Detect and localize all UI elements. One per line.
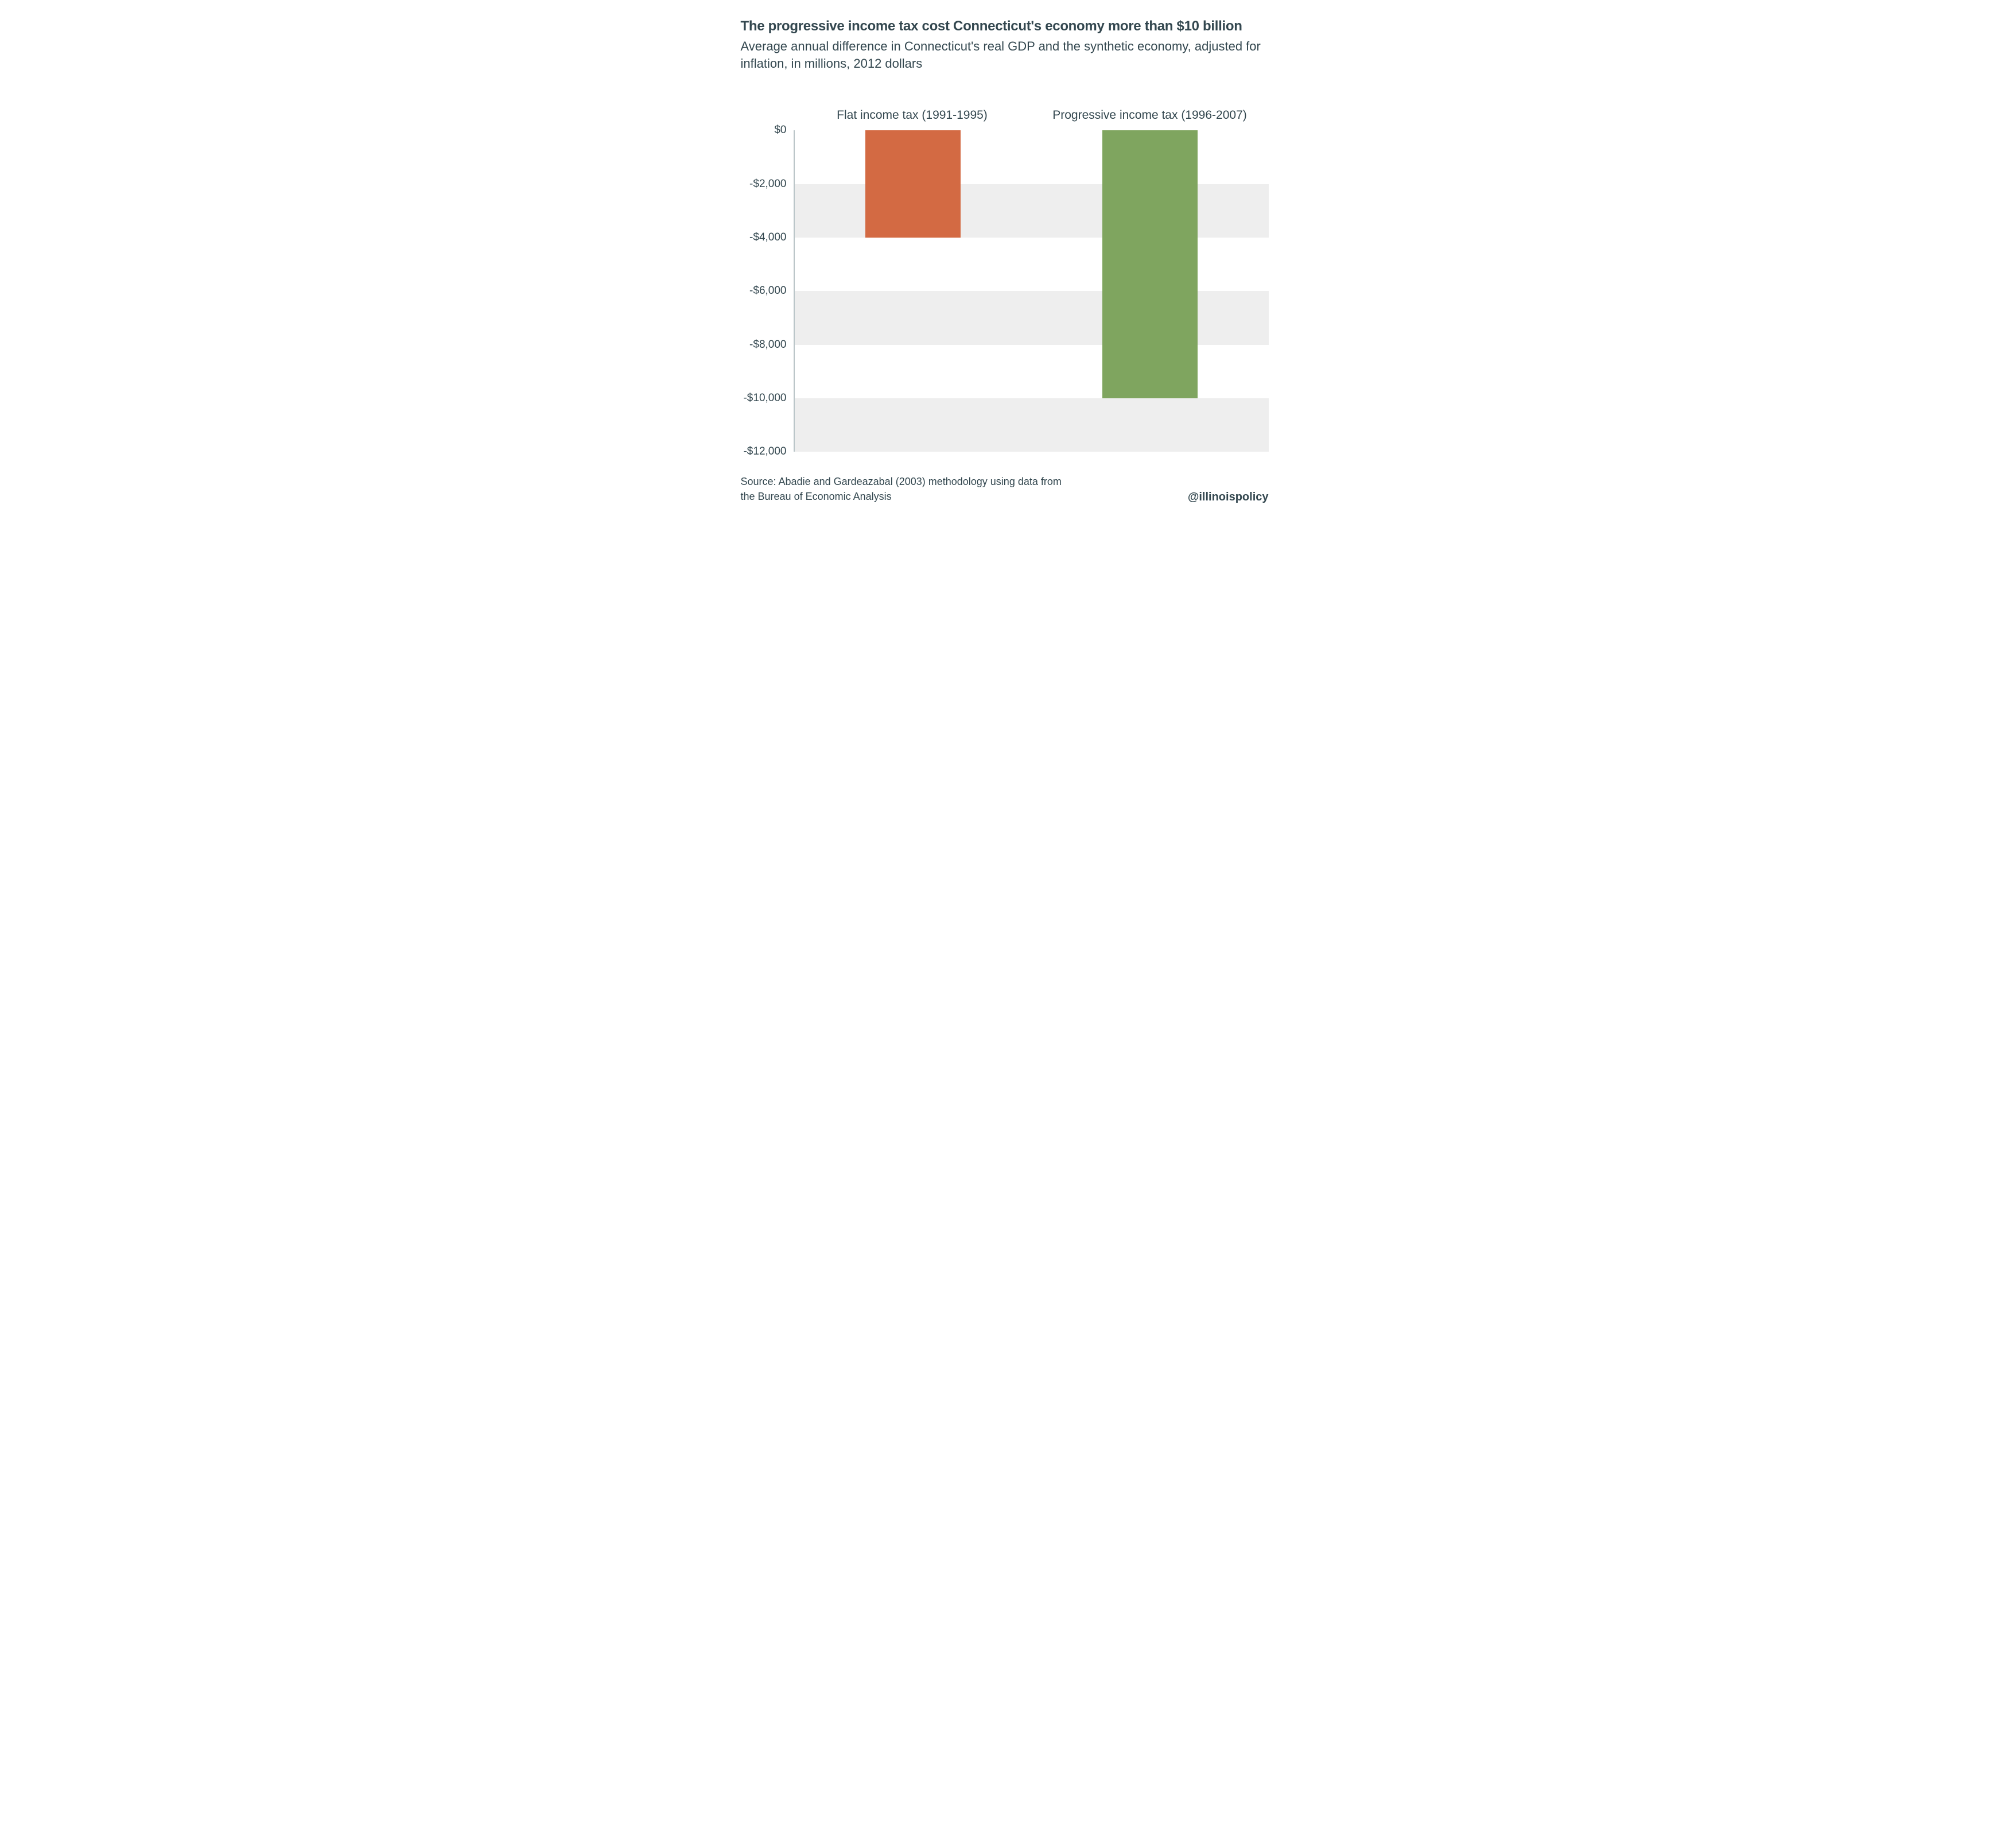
y-axis: $0-$2,000-$4,000-$6,000-$8,000-$10,000-$… [741, 130, 794, 452]
chart-area: Flat income tax (1991-1995) Progressive … [741, 108, 1269, 452]
chart-title: The progressive income tax cost Connecti… [741, 18, 1269, 34]
y-tick-label: -$6,000 [749, 285, 786, 297]
chart-card: The progressive income tax cost Connecti… [718, 0, 1292, 522]
chart-footer: Source: Abadie and Gardeazabal (2003) me… [741, 475, 1269, 503]
chart-subtitle: Average annual difference in Connecticut… [741, 38, 1269, 72]
bar-cell-0 [795, 130, 1032, 452]
y-tick-label: -$8,000 [749, 339, 786, 351]
y-tick-label: -$2,000 [749, 178, 786, 191]
bar-cell-1 [1032, 130, 1269, 452]
bars-layer [795, 130, 1269, 452]
y-tick-label: -$10,000 [743, 392, 786, 405]
plot: $0-$2,000-$4,000-$6,000-$8,000-$10,000-$… [741, 130, 1269, 452]
bar-0 [865, 130, 960, 238]
category-label-1: Progressive income tax (1996-2007) [1031, 108, 1269, 122]
bar-1 [1102, 130, 1197, 398]
y-tick-label: -$12,000 [743, 445, 786, 458]
y-tick-label: -$4,000 [749, 231, 786, 244]
category-labels-row: Flat income tax (1991-1995) Progressive … [741, 108, 1269, 122]
y-tick-label: $0 [774, 124, 786, 137]
source-caption: Source: Abadie and Gardeazabal (2003) me… [741, 475, 1062, 503]
plot-area [794, 130, 1269, 452]
attribution-handle: @illinoispolicy [1188, 491, 1269, 504]
category-label-0: Flat income tax (1991-1995) [794, 108, 1031, 122]
